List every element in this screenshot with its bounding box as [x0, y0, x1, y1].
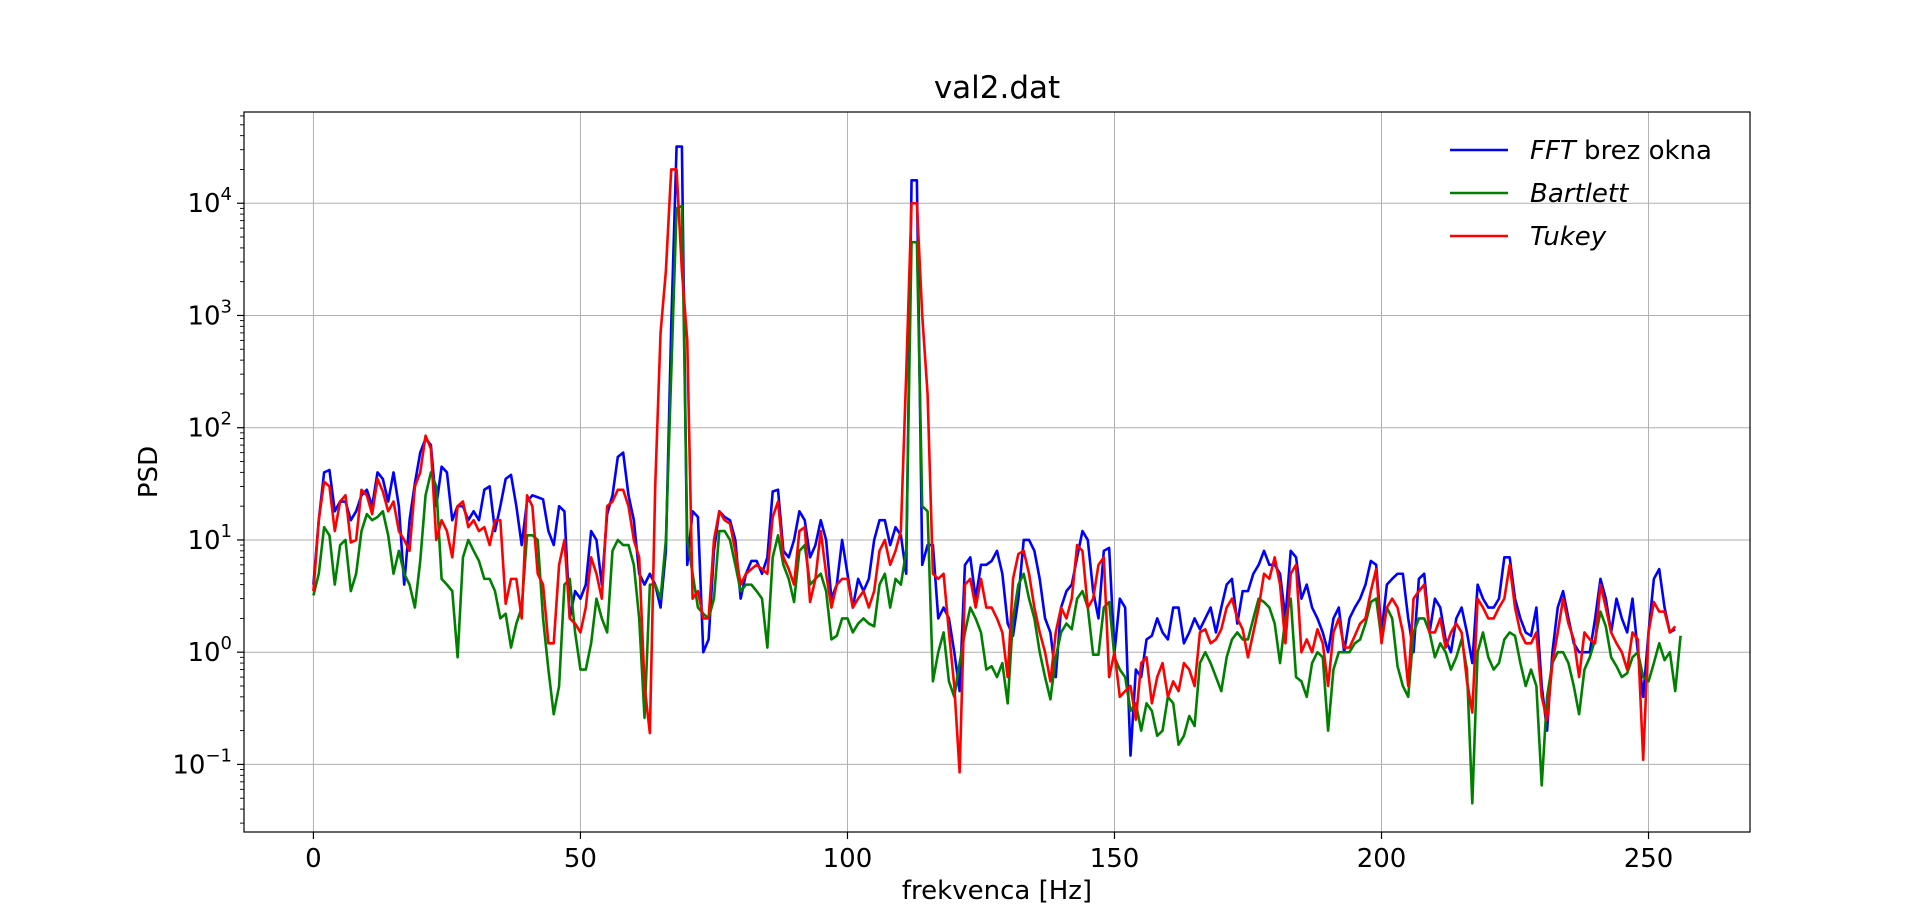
series-line-bartlett	[312, 204, 1682, 805]
legend-label: FFT brez okna	[1530, 136, 1712, 166]
chart-title: val2.dat	[934, 70, 1060, 106]
y-tick-label: 100	[187, 633, 232, 668]
ticks: 0 50 100 150 200 250 10−1 100 101 102 103 104	[172, 115, 1674, 874]
x-tick-label: 150	[1090, 844, 1140, 874]
x-tick-label: 250	[1624, 844, 1674, 874]
x-axis-label: frekvenca [Hz]	[902, 876, 1092, 906]
y-tick-label: 10−1	[172, 745, 232, 780]
legend-label: Tukey	[1530, 222, 1607, 252]
x-tick-label: 200	[1357, 844, 1407, 874]
legend: FFT brez okna Bartlett Tukey	[1450, 136, 1712, 252]
y-axis-label: PSD	[134, 446, 164, 498]
y-tick-label: 102	[187, 409, 232, 444]
y-tick-label: 103	[187, 296, 232, 331]
legend-label: Bartlett	[1530, 179, 1629, 209]
x-tick-label: 100	[823, 844, 873, 874]
series-line-tukey	[312, 168, 1677, 774]
x-tick-label: 0	[305, 844, 322, 874]
y-tick-label: 104	[187, 184, 232, 219]
y-tick-label: 101	[187, 521, 232, 556]
grid	[244, 112, 1750, 832]
x-tick-label: 50	[564, 844, 597, 874]
series-layer	[312, 145, 1682, 805]
series-line-fft-brez-okna	[312, 145, 1676, 757]
